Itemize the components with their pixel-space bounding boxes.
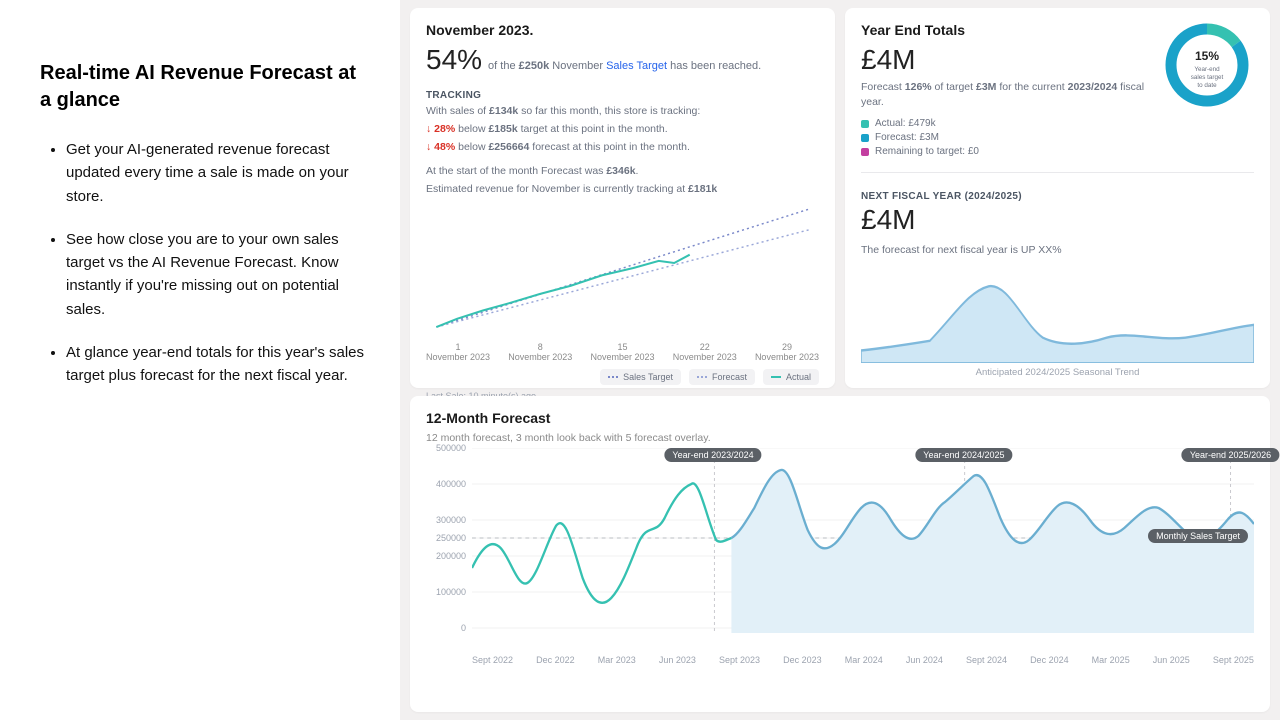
- year-end-marker: Year-end 2025/2026: [1182, 448, 1279, 462]
- bullet-item: At glance year-end totals for this year'…: [66, 341, 370, 388]
- month-chart: [426, 203, 819, 337]
- y-axis: 5000004000003000002500002000001000000: [426, 448, 472, 635]
- down-arrow-icon: ↓: [426, 123, 434, 135]
- svg-text:Year-end: Year-end: [1194, 66, 1220, 73]
- month-percent-caption: of the £250k November Sales Target has b…: [488, 60, 761, 72]
- year-end-card: Year End Totals £4M Forecast 126% of tar…: [845, 8, 1270, 388]
- twelve-month-card: 12-Month Forecast 12 month forecast, 3 m…: [410, 396, 1270, 712]
- seasonal-trend-chart: [861, 267, 1254, 363]
- year-donut: 15% Year-endsales targetto date: [1164, 22, 1254, 108]
- heading: Real-time AI Revenue Forecast at a glanc…: [40, 60, 370, 114]
- year-total: £4M: [861, 44, 1164, 76]
- below-target-line: ↓ 28% below £185k target at this point i…: [426, 122, 819, 137]
- month-title: November 2023.: [426, 22, 819, 38]
- bullet-list: Get your AI-generated revenue forecast u…: [40, 138, 370, 387]
- start-forecast-line: At the start of the month Forecast was £…: [426, 164, 819, 179]
- down-arrow-icon: ↓: [426, 141, 434, 153]
- month-x-axis: 1November 20238November 202315November 2…: [426, 342, 819, 364]
- dashboard: November 2023. 54% of the £250k November…: [400, 0, 1280, 720]
- month-legend: Sales Target Forecast Actual: [426, 369, 819, 385]
- month-card: November 2023. 54% of the £250k November…: [410, 8, 835, 388]
- month-percent: 54%: [426, 44, 482, 76]
- monthly-sales-target-label: Monthly Sales Target: [1148, 529, 1248, 543]
- legend-forecast: Forecast: [689, 369, 755, 385]
- year-summary: Forecast 126% of target £3M for the curr…: [861, 80, 1164, 110]
- below-forecast-line: ↓ 48% below £256664 forecast at this poi…: [426, 140, 819, 155]
- legend-sales-target: Sales Target: [600, 369, 681, 385]
- tracking-intro: With sales of £134k so far this month, t…: [426, 104, 819, 119]
- trend-caption: Anticipated 2024/2025 Seasonal Trend: [861, 367, 1254, 378]
- legend-actual: Actual: £479k: [861, 118, 1164, 129]
- sales-target-link[interactable]: Sales Target: [606, 60, 667, 72]
- next-fy-total: £4M: [861, 204, 1254, 236]
- est-revenue-line: Estimated revenue for November is curren…: [426, 182, 819, 197]
- svg-text:to date: to date: [1197, 82, 1217, 89]
- legend-forecast: Forecast: £3M: [861, 132, 1164, 143]
- year-legend: Actual: £479k Forecast: £3M Remaining to…: [861, 118, 1164, 157]
- svg-text:15%: 15%: [1195, 49, 1219, 63]
- year-title: Year End Totals: [861, 22, 1164, 38]
- legend-actual: Actual: [763, 369, 819, 385]
- next-fy-label: NEXT FISCAL YEAR (2024/2025): [861, 191, 1254, 202]
- marketing-copy: Real-time AI Revenue Forecast at a glanc…: [0, 0, 400, 720]
- bullet-item: Get your AI-generated revenue forecast u…: [66, 138, 370, 208]
- divider: [861, 172, 1254, 173]
- svg-text:sales target: sales target: [1191, 74, 1224, 81]
- year-end-marker: Year-end 2024/2025: [915, 448, 1012, 462]
- twelve-month-chart: 5000004000003000002500002000001000000 Ye…: [426, 448, 1254, 653]
- year-end-marker: Year-end 2023/2024: [664, 448, 761, 462]
- legend-remaining: Remaining to target: £0: [861, 146, 1164, 157]
- tracking-label: TRACKING: [426, 90, 819, 101]
- x-axis: Sept 2022Dec 2022Mar 2023Jun 2023Sept 20…: [472, 655, 1254, 665]
- bullet-item: See how close you are to your own sales …: [66, 228, 370, 321]
- twelve-month-title: 12-Month Forecast: [426, 410, 1254, 426]
- next-fy-line: The forecast for next fiscal year is UP …: [861, 243, 1254, 258]
- twelve-month-subtitle: 12 month forecast, 3 month look back wit…: [426, 432, 1254, 444]
